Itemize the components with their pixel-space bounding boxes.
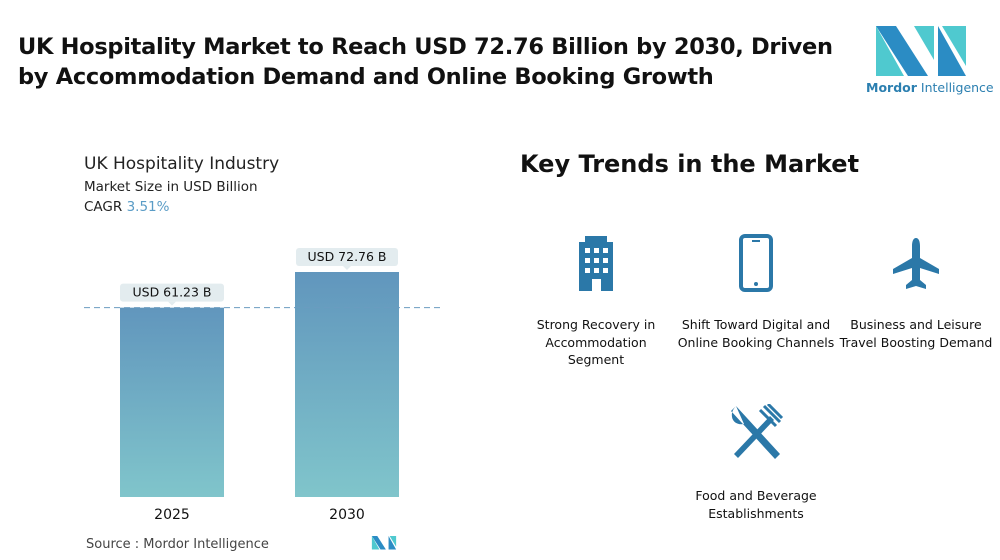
smartphone-icon [739,234,773,292]
trend-item: Shift Toward Digital and Online Booking … [677,317,835,350]
fork-knife-icon [731,404,784,459]
data-label-pointer [168,301,176,306]
x-tick-label: 2025 [154,507,190,523]
cagr: CAGR 3.51% [84,199,170,215]
airplane-icon [893,238,939,289]
page-title: UK Hospitality Market to Reach USD 72.76… [18,34,833,90]
mordor-small-logo-icon [371,536,397,550]
bar-chart: USD 61.23 B 2025 USD 72.76 B 2030 [84,248,440,523]
data-label: USD 61.23 B [132,285,211,300]
cagr-value: 3.51% [126,199,170,215]
mordor-logo-icon [876,26,966,76]
bar-2030 [295,272,399,497]
data-label-pointer [343,266,351,270]
data-label-bg [296,248,398,266]
chart-subtitle: Market Size in USD Billion [84,179,258,195]
bar-2025 [120,307,224,497]
chart-title: UK Hospitality Industry [84,154,280,174]
trend-item: Food and Beverage Establishments [695,488,817,521]
data-label-bg [120,283,224,302]
source-text: Source : Mordor Intelligence [86,537,269,552]
trend-item: Strong Recovery in Accommodation Segment [536,317,656,367]
logo-text: Mordor Intelligence [866,80,994,95]
x-tick-label: 2030 [329,507,365,523]
trend-item: Business and Leisure Travel Boosting Dem… [839,317,993,350]
building-icon [579,236,613,291]
key-trends-title: Key Trends in the Market [520,150,860,178]
data-label: USD 72.76 B [307,249,386,264]
